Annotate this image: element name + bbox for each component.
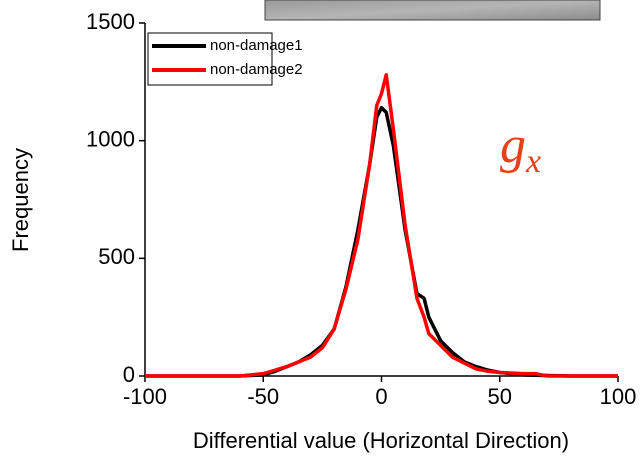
x-tick-label: -50 [247,384,279,409]
y-tick-label: 0 [123,362,135,387]
y-tick-label: 1000 [86,126,135,151]
legend: non-damage1 non-damage2 [147,32,303,86]
series-line [145,73,618,378]
legend-label: non-damage1 [210,37,303,54]
series-line [145,105,618,378]
x-axis-label: Differential value (Horizontal Direction… [193,428,569,453]
annotation-main: g [500,117,526,174]
legend-label: non-damage2 [210,61,303,78]
image-crop [264,0,601,21]
x-tick-label: -100 [123,384,167,409]
y-tick-label: 1500 [86,9,135,34]
annotation: gx [500,117,541,180]
x-tick-label: 100 [600,384,637,409]
legend-box [147,32,273,86]
y-axis-label: Frequency [8,148,33,252]
y-tick-label: 500 [98,244,135,269]
x-tick-label: 0 [375,384,387,409]
x-tick-label: 50 [488,384,512,409]
annotation-subscript: x [525,143,541,180]
